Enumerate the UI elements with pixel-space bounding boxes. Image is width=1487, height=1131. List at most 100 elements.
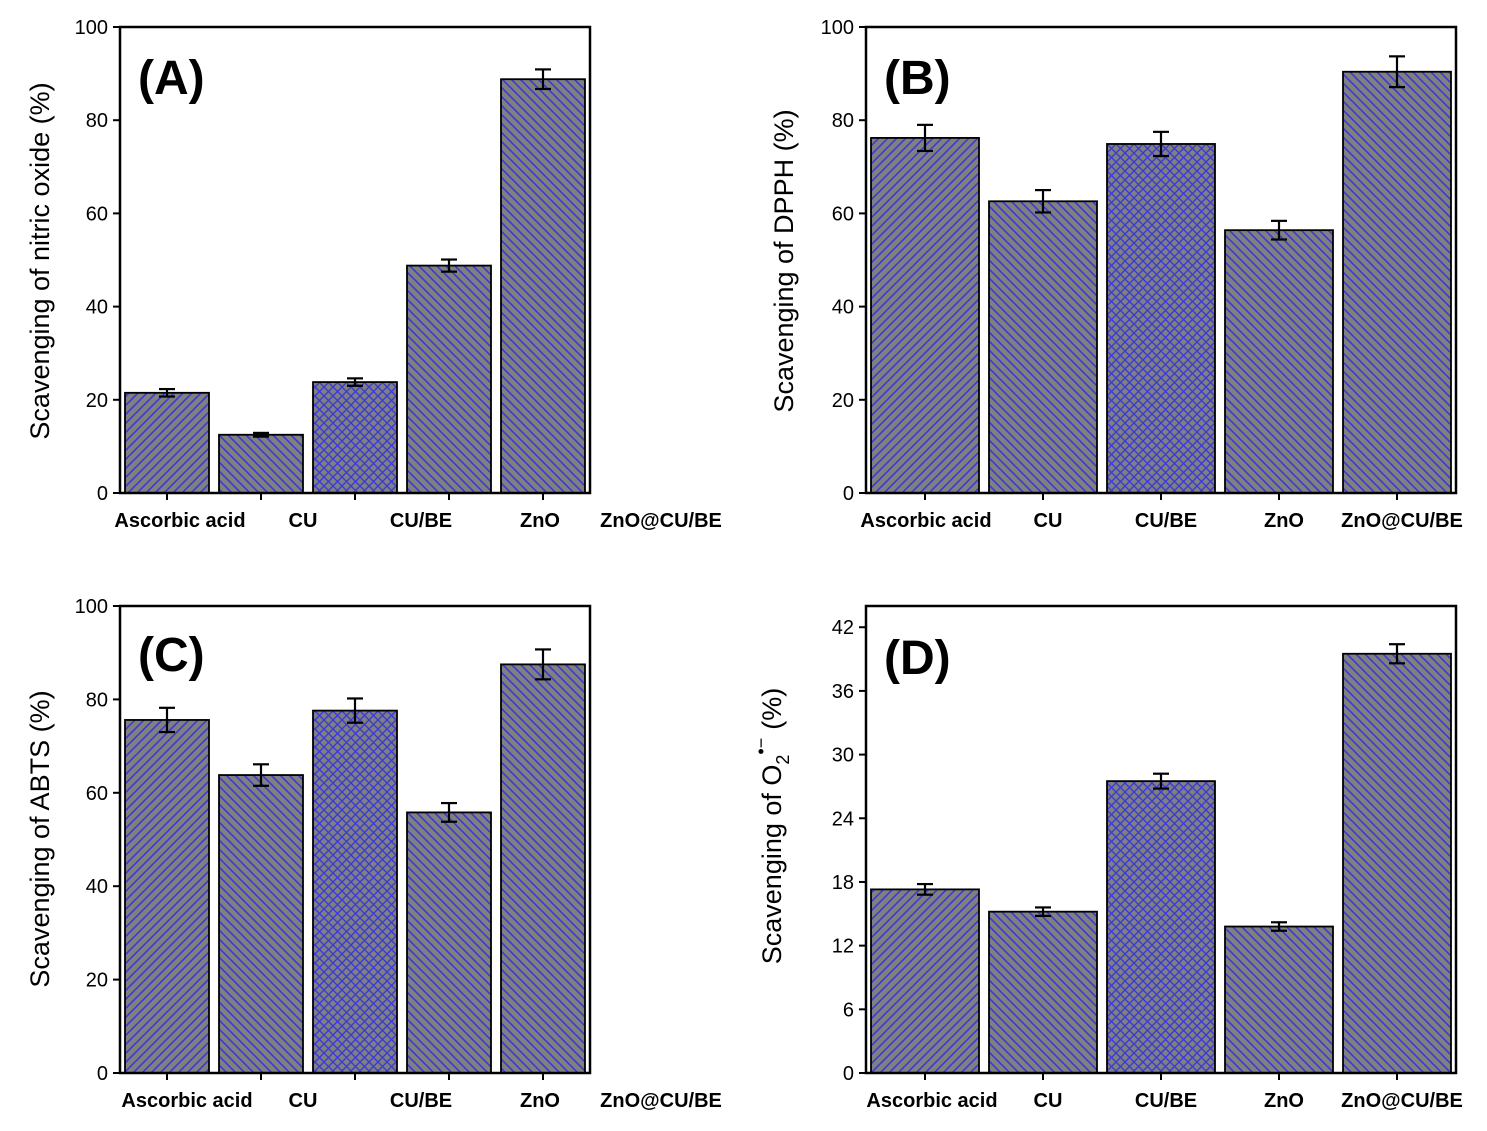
chart-panel-b: (B) Scavenging of DPPH (%) 0 20 40 60 80 100 A… xyxy=(769,17,1463,532)
bar-zno xyxy=(406,264,492,494)
y-axis-label: Scavenging of O2•− (%) xyxy=(751,688,793,964)
x-tick-label: ZnO xyxy=(1264,1090,1304,1112)
y-axis-label: Scavenging of ABTS (%) xyxy=(25,690,55,987)
chart-panel-d: (D) Scavenging of O2•− (%) 0 6 12 18 24 30 36 42… xyxy=(751,604,1463,1112)
bar-zno-cu-be xyxy=(1342,652,1452,1074)
x-tick-label: Ascorbic acid xyxy=(121,1090,252,1112)
error-bar xyxy=(441,801,457,823)
x-tick-label: CU/BE xyxy=(390,1090,452,1112)
bar-cu xyxy=(988,910,1098,1074)
y-tick-label: 0 xyxy=(843,1063,854,1085)
y-tick-label: 6 xyxy=(843,999,854,1021)
y-tick-label: 42 xyxy=(832,617,854,639)
x-tick-label: Ascorbic acid xyxy=(860,510,991,532)
bar-zno-cu-be xyxy=(1342,70,1452,494)
bar-zno-cu-be xyxy=(500,78,586,494)
x-tick-label: CU xyxy=(289,510,318,532)
bar-cu-be xyxy=(312,381,398,494)
error-bar xyxy=(917,123,933,153)
bar-cu-be xyxy=(1106,780,1216,1074)
bar-ascorbic-acid xyxy=(870,137,980,494)
x-tick-label: ZnO@CU/BE xyxy=(600,1090,722,1112)
x-tick-label: ZnO@CU/BE xyxy=(1341,510,1463,532)
error-bar xyxy=(535,648,551,681)
error-bar xyxy=(1035,906,1051,918)
y-tick-label: 80 xyxy=(86,689,108,711)
y-tick-label: 40 xyxy=(832,297,854,319)
bar-cu xyxy=(218,433,304,494)
y-tick-label: 60 xyxy=(86,203,108,225)
bar-zno xyxy=(1224,229,1334,494)
error-bar xyxy=(1271,921,1287,932)
error-bar xyxy=(535,68,551,91)
error-bar xyxy=(917,882,933,896)
error-bar xyxy=(1153,772,1169,790)
y-tick-label: 0 xyxy=(843,483,854,505)
y-tick-label: 80 xyxy=(832,110,854,132)
error-bar xyxy=(441,258,457,273)
bar-cu xyxy=(218,774,304,1074)
x-tick-label: ZnO xyxy=(520,1090,560,1112)
x-tick-label: CU xyxy=(1034,510,1063,532)
panel-label: (B) xyxy=(884,52,951,105)
bar-ascorbic-acid xyxy=(124,391,210,494)
y-tick-label: 18 xyxy=(832,872,854,894)
error-bar xyxy=(253,763,269,787)
y-tick-label: 30 xyxy=(832,745,854,767)
bar-zno xyxy=(406,811,492,1074)
bar-cu-be xyxy=(1106,143,1216,494)
y-tick-label: 12 xyxy=(832,936,854,958)
bar-zno-cu-be xyxy=(500,663,586,1074)
x-tick-label: ZnO@CU/BE xyxy=(600,510,722,532)
y-tick-label: 100 xyxy=(75,17,108,39)
y-tick-label: 80 xyxy=(86,110,108,132)
y-tick-label: 0 xyxy=(97,483,108,505)
y-tick-label: 36 xyxy=(832,681,854,703)
y-axis-label-subscript: 2 xyxy=(773,755,793,765)
x-tick-label: Ascorbic acid xyxy=(866,1090,997,1112)
error-bar xyxy=(1389,643,1405,665)
y-tick-label: 24 xyxy=(832,808,854,830)
panel-label: (A) xyxy=(138,52,205,105)
x-tick-label: Ascorbic acid xyxy=(114,510,245,532)
bar-ascorbic-acid xyxy=(124,719,210,1074)
y-tick-label: 60 xyxy=(86,783,108,805)
x-tick-label: ZnO@CU/BE xyxy=(1341,1090,1463,1112)
bar-zno xyxy=(1224,925,1334,1074)
x-tick-label: CU/BE xyxy=(1135,1090,1197,1112)
bar-ascorbic-acid xyxy=(870,888,980,1074)
error-bar xyxy=(1389,55,1405,89)
y-tick-label: 20 xyxy=(832,390,854,412)
x-tick-label: CU/BE xyxy=(1135,510,1197,532)
panel-label: (D) xyxy=(884,632,951,685)
error-bar xyxy=(347,377,363,387)
y-axis-label-superscript: •− xyxy=(751,738,771,755)
x-tick-label: CU xyxy=(289,1090,318,1112)
x-tick-label: ZnO xyxy=(520,510,560,532)
bar-cu xyxy=(988,200,1098,494)
y-tick-label: 0 xyxy=(97,1063,108,1085)
y-axis-label: Scavenging of DPPH (%) xyxy=(769,109,799,412)
x-tick-label: CU xyxy=(1034,1090,1063,1112)
y-axis-label-unit: (%) xyxy=(757,688,787,730)
chart-panel-a: (A) Scavenging of nitric oxide (%) 0 20 40… xyxy=(25,17,722,532)
bar-cu-be xyxy=(312,709,398,1074)
chart-panel-c: (C) Scavenging of ABTS (%) 0 20 40 60 80 100 A… xyxy=(25,596,722,1112)
panel-label: (C) xyxy=(138,629,205,682)
y-tick-label: 100 xyxy=(75,596,108,618)
error-bar xyxy=(1153,130,1169,158)
y-tick-label: 20 xyxy=(86,390,108,412)
y-tick-label: 40 xyxy=(86,876,108,898)
error-bar xyxy=(1035,189,1051,214)
error-bar xyxy=(253,431,269,438)
error-bar xyxy=(347,697,363,724)
y-tick-label: 100 xyxy=(821,17,854,39)
error-bar xyxy=(159,706,175,734)
y-tick-label: 20 xyxy=(86,970,108,992)
x-tick-label: CU/BE xyxy=(390,510,452,532)
y-axis-label-main: Scavenging of O xyxy=(757,765,787,965)
y-axis-label: Scavenging of nitric oxide (%) xyxy=(25,82,55,439)
x-tick-label: ZnO xyxy=(1264,510,1304,532)
y-tick-label: 40 xyxy=(86,297,108,319)
